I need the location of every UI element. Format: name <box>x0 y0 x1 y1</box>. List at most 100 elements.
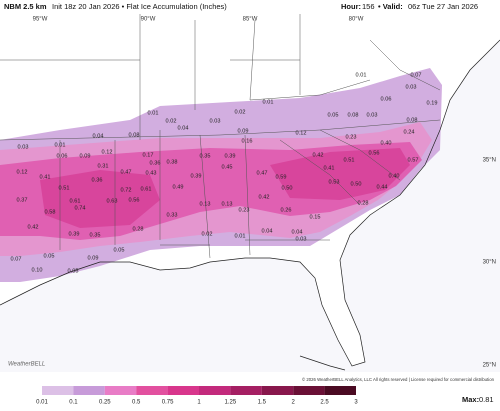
map-value-label: 0.42 <box>313 152 324 158</box>
map-value-label: 0.47 <box>121 169 132 175</box>
latitude-label: 30°N <box>483 260 496 266</box>
header-bar <box>0 0 500 14</box>
map-value-label: 0.01 <box>235 233 246 239</box>
longitude-label: 95°W <box>33 17 48 23</box>
legend-level-label: 1.25 <box>225 400 237 406</box>
map-value-label: 0.04 <box>93 133 104 139</box>
map-value-label: 0.40 <box>381 140 392 146</box>
map-value-label: 0.01 <box>148 110 159 116</box>
map-value-label: 0.63 <box>107 198 118 204</box>
longitude-label: 85°W <box>243 17 258 23</box>
map-value-label: 0.13 <box>200 201 211 207</box>
map-value-label: 0.03 <box>210 118 221 124</box>
map-value-label: 0.19 <box>427 100 438 106</box>
legend-swatch <box>104 386 137 395</box>
longitude-label: 90°W <box>141 17 156 23</box>
map-value-label: 0.09 <box>88 255 99 261</box>
map-value-label: 0.07 <box>411 72 422 78</box>
legend-level-label: 0.5 <box>132 400 141 406</box>
map-value-label: 0.06 <box>57 153 68 159</box>
map-value-label: 0.53 <box>329 179 340 185</box>
map-value-label: 0.03 <box>406 84 417 90</box>
map-value-label: 0.44 <box>377 184 388 190</box>
map-value-label: 0.23 <box>239 207 250 213</box>
map-value-label: 0.39 <box>191 173 202 179</box>
keys <box>299 355 346 371</box>
map-value-label: 0.12 <box>17 169 28 175</box>
map-value-label: 0.51 <box>344 157 355 163</box>
legend-swatch <box>73 386 105 395</box>
map-value-label: 0.09 <box>80 153 91 159</box>
map-value-label: 0.02 <box>166 118 177 124</box>
latitude-label: 35°N <box>483 158 496 164</box>
map-value-label: 0.08 <box>129 132 140 138</box>
map-value-label: 0.35 <box>200 153 211 159</box>
map-value-label: 0.23 <box>346 134 357 140</box>
map-value-label: 0.42 <box>28 224 39 230</box>
map-value-label: 0.04 <box>262 228 273 234</box>
map-value-label: 0.37 <box>17 197 28 203</box>
map-value-label: 0.05 <box>328 112 339 118</box>
legend-swatch <box>293 386 325 395</box>
map-value-label: 0.08 <box>348 112 359 118</box>
copyright: © 2026 WeatherBELL Analytics, LLC All ri… <box>302 377 495 382</box>
max-value: 0.81 <box>479 395 494 404</box>
map-value-label: 0.02 <box>235 109 246 115</box>
map-value-label: 0.17 <box>143 152 154 158</box>
map-value-label: 0.04 <box>292 229 303 235</box>
state-borders <box>0 14 441 259</box>
map-value-label: 0.41 <box>324 165 335 171</box>
map-value-label: 0.03 <box>367 112 378 118</box>
map-value-label: 0.41 <box>40 174 51 180</box>
map-value-label: 0.56 <box>369 150 380 156</box>
legend-swatch <box>167 386 199 395</box>
legend-swatch <box>199 386 231 395</box>
legend-level-label: 2.5 <box>320 400 329 406</box>
map-value-label: 0.05 <box>114 247 125 253</box>
map-value-label: 0.10 <box>32 267 43 273</box>
map-value-label: 0.61 <box>70 198 81 204</box>
legend-level-label: 1 <box>197 400 201 406</box>
legend-swatch <box>230 386 262 395</box>
map-value-label: 0.13 <box>222 201 233 207</box>
valid: 06z Tue 27 Jan 2026 <box>408 2 478 11</box>
map-value-label: 0.07 <box>11 256 22 262</box>
map-value-label: 0.08 <box>407 117 418 123</box>
legend-level-label: 0.01 <box>36 400 48 406</box>
map-value-label: 0.33 <box>167 212 178 218</box>
legend-level-label: 3 <box>354 400 358 406</box>
map-value-label: 0.51 <box>59 185 70 191</box>
latitude-label: 25°N <box>483 363 496 369</box>
title: NBM 2.5 km <box>4 2 47 11</box>
legend-level-label: 1.5 <box>258 400 267 406</box>
map-value-label: 0.26 <box>281 207 292 213</box>
map-value-label: 0.45 <box>222 164 233 170</box>
map-value-label: 0.39 <box>225 153 236 159</box>
map-value-label: 0.15 <box>310 214 321 220</box>
map-value-label: 0.05 <box>44 253 55 259</box>
map-value-label: 0.50 <box>282 185 293 191</box>
legend-swatch <box>42 386 74 395</box>
ice-area-max <box>40 148 410 228</box>
map-value-label: 0.35 <box>90 232 101 238</box>
map-value-label: 0.24 <box>404 129 415 135</box>
map-value-label: 0.36 <box>92 177 103 183</box>
map-value-label: 0.42 <box>259 194 270 200</box>
map-value-label: 0.49 <box>173 184 184 190</box>
hour-label: Hour: <box>341 2 361 11</box>
map-value-label: 0.06 <box>381 96 392 102</box>
map-value-label: 0.02 <box>202 231 213 237</box>
map-value-label: 0.36 <box>150 160 161 166</box>
map-value-label: 0.74 <box>75 205 86 211</box>
legend-swatch <box>136 386 168 395</box>
logo: WeatherBELL <box>8 362 45 368</box>
hour: 156 <box>362 2 375 11</box>
legend-level-label: 0.1 <box>69 400 78 406</box>
map-value-label: 0.01 <box>356 72 367 78</box>
map-value-label: 0.39 <box>69 231 80 237</box>
legend-level-label: 2 <box>292 400 296 406</box>
legend-level-label: 0.75 <box>162 400 174 406</box>
longitude-label: 80°W <box>349 17 364 23</box>
